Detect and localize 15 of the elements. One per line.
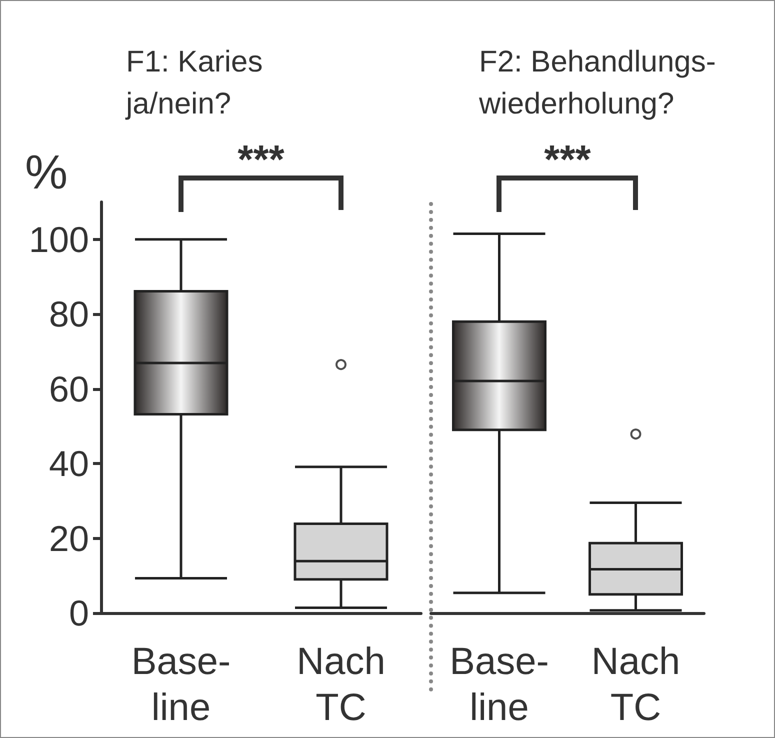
chart-title: F1: Karies ja/nein? xyxy=(125,46,263,120)
y-tick-label: 60 xyxy=(48,368,89,410)
chart-title: F2: Behandlungs- wiederholung? xyxy=(478,46,716,120)
y-axis-title: % xyxy=(25,146,68,200)
x-tick-label: Nach TC xyxy=(591,641,680,729)
text: *** xyxy=(543,138,592,183)
x-tick-label: Base- line xyxy=(450,641,549,729)
y-tick-label: 40 xyxy=(48,443,89,484)
x-tick-label: Nach TC xyxy=(296,641,386,729)
y-tick-label: 20 xyxy=(48,518,89,559)
y-tick-label: 80 xyxy=(48,294,89,335)
x-tick-label: Base- line xyxy=(131,641,231,729)
text: *** xyxy=(236,138,286,183)
y-tick-label: 100 xyxy=(28,218,89,260)
y-tick-label: 0 xyxy=(68,592,89,634)
